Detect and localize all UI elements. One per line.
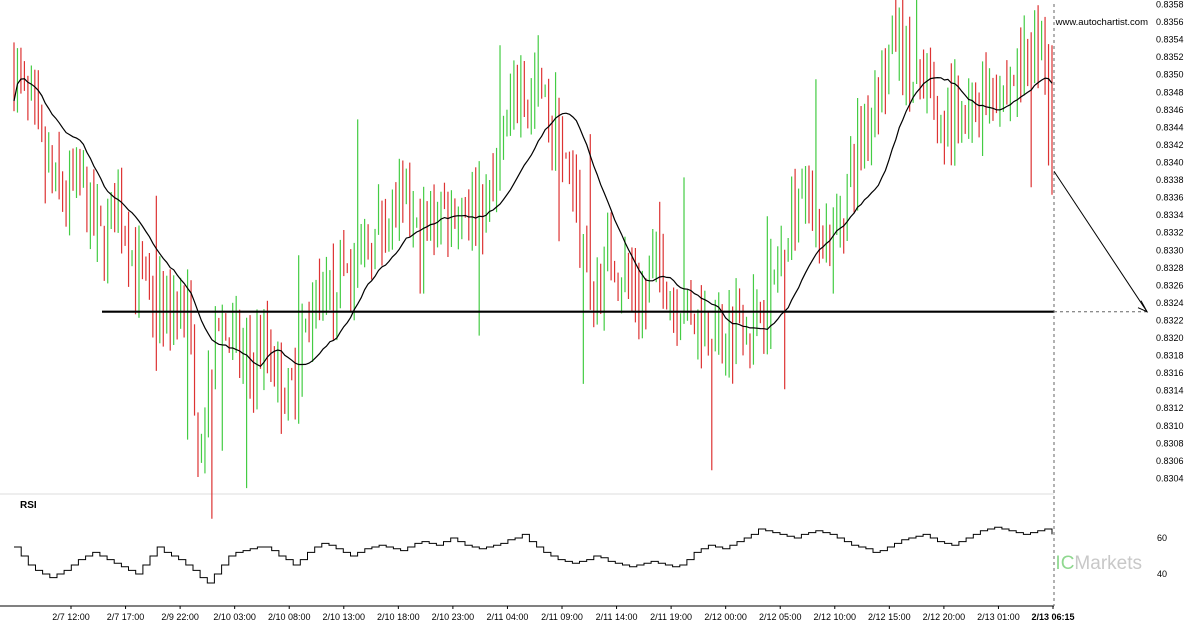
price-tick-label: 0.8334	[1156, 210, 1184, 220]
time-tick-label: 2/11 09:00	[541, 612, 583, 622]
price-tick-label: 0.8358	[1156, 0, 1184, 10]
price-tick-label: 0.8342	[1156, 140, 1184, 150]
time-tick-label: 2/11 19:00	[650, 612, 692, 622]
brand-watermark: ICMarkets	[1055, 553, 1142, 574]
price-tick-label: 0.8322	[1156, 315, 1184, 325]
time-tick-label: 2/10 13:00	[323, 612, 366, 622]
time-tick-label: 2/10 23:00	[432, 612, 475, 622]
price-tick-label: 0.8336	[1156, 193, 1184, 203]
time-tick-label: 2/11 04:00	[487, 612, 529, 622]
time-tick-label: 2/10 18:00	[377, 612, 420, 622]
rsi-line	[14, 526, 1053, 584]
price-tick-label: 0.8346	[1156, 105, 1184, 115]
price-tick-label: 0.8356	[1156, 17, 1184, 27]
time-tick-label: 2/7 17:00	[107, 612, 145, 622]
price-tick-label: 0.8314	[1156, 386, 1184, 396]
time-tick-label: 2/13 06:15	[1031, 612, 1074, 622]
price-tick-label: 0.8304	[1156, 473, 1184, 483]
time-tick-label: 2/12 10:00	[814, 612, 857, 622]
time-tick-label: 2/10 03:00	[213, 612, 256, 622]
moving-average-line	[13, 76, 1053, 368]
price-tick-label: 0.8326	[1156, 280, 1184, 290]
rsi-tick-label: 60	[1157, 533, 1167, 543]
price-tick-label: 0.8316	[1156, 368, 1184, 378]
time-tick-label: 2/10 08:00	[268, 612, 311, 622]
price-tick-label: 0.8332	[1156, 228, 1184, 238]
time-tick-label: 2/9 22:00	[161, 612, 199, 622]
price-tick-label: 0.8308	[1156, 438, 1184, 448]
price-tick-label: 0.8330	[1156, 245, 1184, 255]
time-tick-label: 2/7 12:00	[52, 612, 90, 622]
price-tick-label: 0.8318	[1156, 351, 1184, 361]
price-tick-label: 0.8350	[1156, 70, 1184, 80]
time-tick-label: 2/11 14:00	[596, 612, 638, 622]
time-tick-label: 2/12 15:00	[868, 612, 911, 622]
time-tick-label: 2/13 01:00	[977, 612, 1020, 622]
price-tick-label: 0.8312	[1156, 403, 1184, 413]
time-tick-label: 2/12 05:00	[759, 612, 802, 622]
price-tick-label: 0.8352	[1156, 52, 1184, 62]
price-tick-label: 0.8354	[1156, 35, 1184, 45]
watermark-url: www.autochartist.com	[1055, 17, 1148, 28]
time-tick-label: 2/12 00:00	[704, 612, 747, 622]
price-tick-label: 0.8324	[1156, 298, 1184, 308]
price-tick-label: 0.8310	[1156, 421, 1184, 431]
price-tick-label: 0.8320	[1156, 333, 1184, 343]
price-tick-label: 0.8328	[1156, 263, 1184, 273]
projection-arrow-line	[1053, 170, 1148, 312]
price-tick-label: 0.8340	[1156, 157, 1184, 167]
price-tick-label: 0.8306	[1156, 456, 1184, 466]
rsi-tick-label: 40	[1157, 569, 1167, 579]
time-tick-label: 2/12 20:00	[923, 612, 966, 622]
projection-arrow-head	[1137, 300, 1149, 313]
rsi-label: RSI	[20, 500, 37, 511]
price-tick-label: 0.8344	[1156, 122, 1184, 132]
price-tick-label: 0.8348	[1156, 87, 1184, 97]
price-tick-label: 0.8338	[1156, 175, 1184, 185]
